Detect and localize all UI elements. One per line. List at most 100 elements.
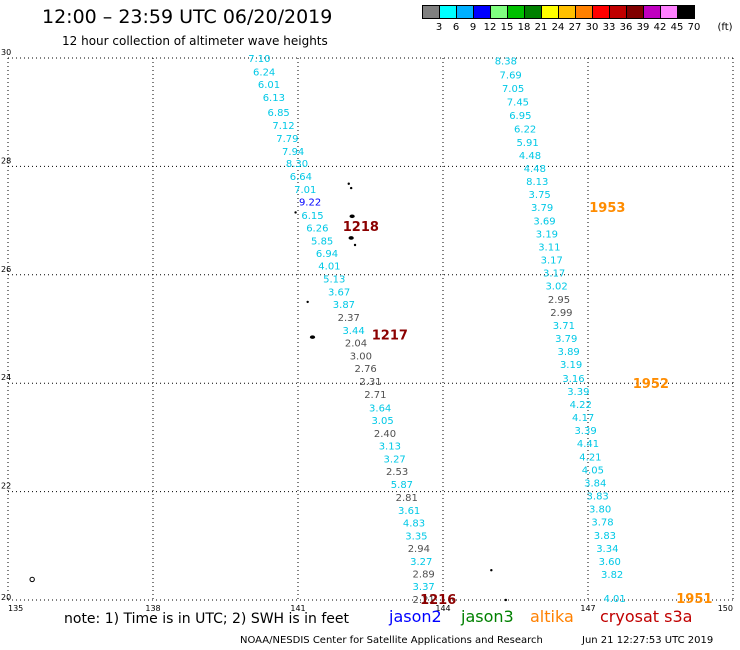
color-scale-label: 27 bbox=[568, 22, 582, 33]
wave-height-label: 7.12 bbox=[272, 121, 294, 132]
color-scale-label: 21 bbox=[534, 22, 548, 33]
wave-height-label: 3.13 bbox=[379, 442, 401, 453]
page-title: 12:00 – 23:59 UTC 06/20/2019 bbox=[42, 6, 333, 28]
island-marker bbox=[490, 568, 493, 572]
wave-height-label: 3.44 bbox=[342, 326, 364, 337]
color-scale-unit: (ft) bbox=[717, 22, 733, 33]
wave-height-label: 6.26 bbox=[306, 224, 328, 235]
wave-height-label: 5.13 bbox=[323, 275, 345, 286]
wave-height-label: 8.13 bbox=[526, 177, 548, 188]
wave-height-label: 3.19 bbox=[560, 360, 582, 371]
color-scale-swatch bbox=[677, 5, 695, 19]
wave-height-label: 3.27 bbox=[410, 557, 432, 568]
color-scale-label: 12 bbox=[483, 22, 497, 33]
wave-height-label: 6.01 bbox=[258, 80, 280, 91]
wave-height-label: 3.87 bbox=[333, 300, 355, 311]
pass-time-label: 1216 bbox=[420, 593, 456, 608]
y-tick-label: 20 bbox=[1, 593, 11, 602]
wave-height-label: 2.81 bbox=[396, 493, 418, 504]
color-scale-label: 33 bbox=[602, 22, 616, 33]
y-tick-label: 22 bbox=[1, 482, 11, 491]
island-marker bbox=[347, 182, 350, 185]
island-marker bbox=[309, 335, 316, 339]
wave-height-label: 3.89 bbox=[558, 347, 580, 358]
satellite-legend-entry: cryosat s3a bbox=[600, 607, 693, 626]
wave-height-label: 6.22 bbox=[514, 124, 536, 135]
color-scale-label: 70 bbox=[687, 22, 701, 33]
island-marker bbox=[504, 598, 508, 602]
footer-credit: NOAA/NESDIS Center for Satellite Applica… bbox=[240, 635, 543, 646]
wave-height-label: 3.60 bbox=[599, 557, 621, 568]
wave-height-label: 2.31 bbox=[359, 377, 381, 388]
y-tick-label: 28 bbox=[1, 156, 11, 165]
wave-height-label: 3.71 bbox=[553, 321, 575, 332]
pass-time-label: 1952 bbox=[633, 377, 669, 392]
wave-height-label: 2.40 bbox=[374, 429, 396, 440]
wave-height-label: 8.30 bbox=[286, 159, 308, 170]
wave-height-label: 3.27 bbox=[384, 455, 406, 466]
wave-height-label: 5.91 bbox=[516, 138, 538, 149]
wave-height-label: 6.85 bbox=[268, 108, 290, 119]
island-marker bbox=[349, 186, 353, 190]
footer-note: note: 1) Time is in UTC; 2) SWH is in fe… bbox=[64, 611, 350, 627]
wave-height-label: 3.84 bbox=[584, 478, 606, 489]
wave-height-label: 6.13 bbox=[263, 93, 285, 104]
pass-time-label: 1217 bbox=[372, 328, 408, 343]
color-scale-label: 24 bbox=[551, 22, 565, 33]
wave-height-label: 3.02 bbox=[545, 282, 567, 293]
color-scale-label: 42 bbox=[653, 22, 667, 33]
wave-height-label: 3.83 bbox=[587, 491, 609, 502]
footer-timestamp: Jun 21 12:27:53 UTC 2019 bbox=[582, 635, 714, 646]
color-scale-label: 36 bbox=[619, 22, 633, 33]
wave-height-label: 4.83 bbox=[403, 518, 425, 529]
color-scale-label: 9 bbox=[469, 22, 477, 33]
color-scale-label: 30 bbox=[585, 22, 599, 33]
page-subtitle: 12 hour collection of altimeter wave hei… bbox=[62, 34, 328, 48]
wave-height-label: 3.79 bbox=[531, 203, 553, 214]
y-tick-label: 30 bbox=[1, 48, 11, 57]
x-tick-label: 144 bbox=[435, 604, 450, 613]
color-scale-label: 3 bbox=[435, 22, 443, 33]
x-tick-label: 141 bbox=[290, 604, 305, 613]
wave-height-label: 5.85 bbox=[311, 237, 333, 248]
island-marker bbox=[294, 211, 297, 214]
pass-time-label: 1951 bbox=[676, 592, 712, 607]
wave-height-label: 3.11 bbox=[538, 243, 560, 254]
wave-height-label: 7.94 bbox=[282, 147, 304, 158]
island-marker bbox=[348, 236, 354, 240]
island-marker bbox=[306, 300, 309, 304]
wave-height-label: 3.69 bbox=[533, 217, 555, 228]
wave-height-label: 4.01 bbox=[318, 262, 340, 273]
wave-height-label: 3.19 bbox=[536, 230, 558, 241]
wave-height-label: 2.89 bbox=[413, 569, 435, 580]
color-scale-label: 39 bbox=[636, 22, 650, 33]
wave-height-label: 6.94 bbox=[316, 249, 338, 260]
wave-height-label: 3.00 bbox=[350, 352, 372, 363]
wave-height-label: 4.21 bbox=[579, 452, 601, 463]
wave-height-label: 5.87 bbox=[391, 480, 413, 491]
wave-height-label: 2.04 bbox=[345, 339, 367, 350]
wave-height-label: 6.24 bbox=[253, 68, 275, 79]
color-scale-label: 18 bbox=[517, 22, 531, 33]
wave-height-label: 3.34 bbox=[596, 544, 618, 555]
pass-time-label: 1218 bbox=[343, 220, 379, 235]
y-tick-label: 24 bbox=[1, 373, 11, 382]
wave-height-label: 3.61 bbox=[398, 506, 420, 517]
wave-height-label: 4.48 bbox=[519, 151, 541, 162]
wave-height-label: 3.64 bbox=[369, 404, 391, 415]
wave-height-label: 7.01 bbox=[294, 185, 316, 196]
wave-height-label: 3.79 bbox=[555, 334, 577, 345]
x-tick-label: 147 bbox=[580, 604, 595, 613]
wave-height-label: 2.99 bbox=[550, 308, 572, 319]
x-tick-label: 138 bbox=[145, 604, 160, 613]
wave-height-label: 7.05 bbox=[502, 84, 524, 95]
wave-height-label: 6.64 bbox=[290, 172, 312, 183]
wave-height-label: 4.22 bbox=[570, 400, 592, 411]
wave-height-label: 2.95 bbox=[548, 295, 570, 306]
color-scale-label: 45 bbox=[670, 22, 684, 33]
wave-height-label: 4.48 bbox=[524, 164, 546, 175]
wave-height-label: 3.17 bbox=[543, 269, 565, 280]
wave-height-label: 3.83 bbox=[594, 531, 616, 542]
island-marker bbox=[29, 576, 35, 583]
